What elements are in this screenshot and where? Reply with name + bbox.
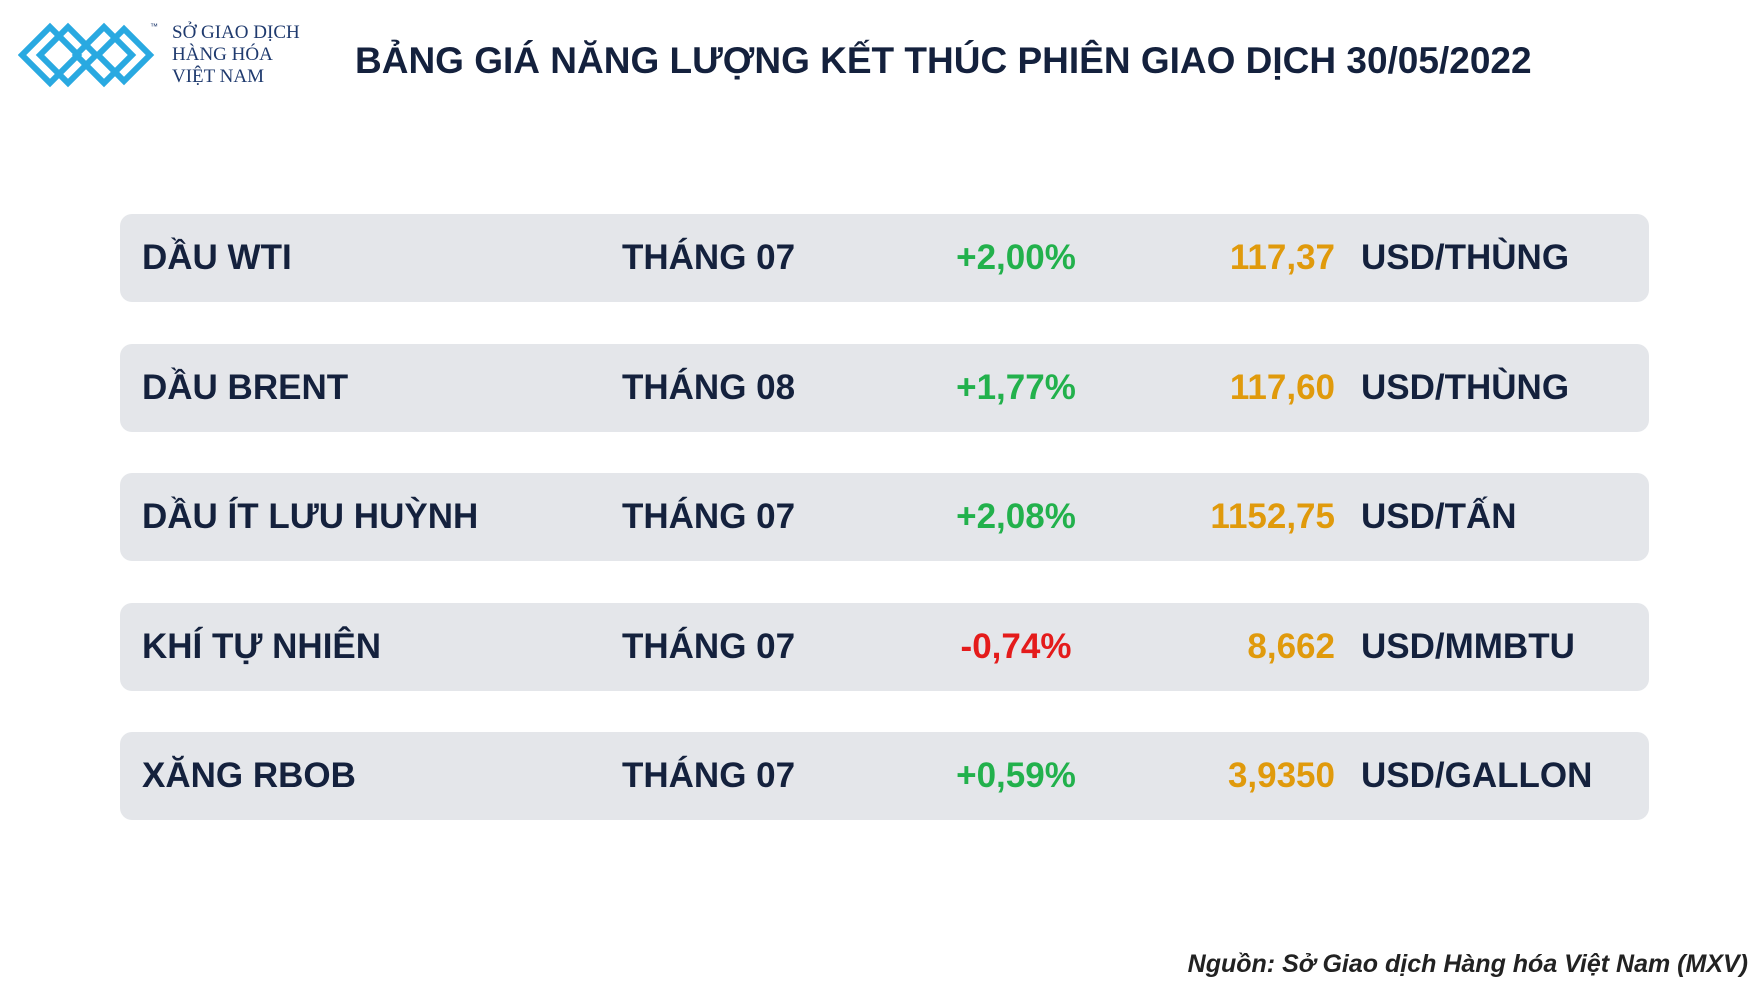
source: Nguồn: Sở Giao dịch Hàng hóa Việt Nam (M… <box>1187 950 1748 978</box>
commodity: KHÍ TỰ NHIÊN <box>142 626 382 666</box>
commodity: DẦU ÍT LƯU HUỲNH <box>142 497 479 536</box>
table-row: DẦU WTI THÁNG 07 +2,00% 117,37 USD/THÙNG <box>120 214 1649 302</box>
commodity: XĂNG RBOB <box>142 756 356 795</box>
contract-month: THÁNG 07 <box>622 238 796 277</box>
table-row: KHÍ TỰ NHIÊN THÁNG 07 -0,74% 8,662 USD/MMBTU <box>120 602 1649 691</box>
table-row: XĂNG RBOB THÁNG 07 +0,59% 3,9350 USD/GALLON <box>120 732 1649 820</box>
table-row: DẦU ÍT LƯU HUỲNH THÁNG 07 +2,08% 1152,75 USD… <box>120 473 1649 561</box>
change: +1,77% <box>956 367 1076 407</box>
contract-month: THÁNG 07 <box>622 756 796 795</box>
price: 8,662 <box>1247 626 1335 666</box>
unit: USD/THÙNG <box>1361 367 1570 407</box>
change: -0,74% <box>960 626 1072 666</box>
logo-text: SỞ GIAO DỊCH <box>172 22 300 43</box>
price: 117,60 <box>1229 367 1335 407</box>
unit: USD/MMBTU <box>1361 626 1575 666</box>
logo <box>18 22 155 88</box>
unit: USD/GALLON <box>1361 756 1593 795</box>
price: 1152,75 <box>1210 497 1335 536</box>
title: BẢNG GIÁ NĂNG LƯỢNG KẾT THÚC PHIÊN GIAO … <box>355 40 1532 81</box>
logo-mark: ™ <box>150 22 158 31</box>
commodity: DẦU BRENT <box>142 367 349 407</box>
price: 117,37 <box>1229 238 1335 277</box>
commodity: DẦU WTI <box>142 238 292 277</box>
contract-month: THÁNG 07 <box>622 626 796 666</box>
contract-month: THÁNG 07 <box>622 497 796 536</box>
table-row: DẦU BRENT THÁNG 08 +1,77% 117,60 USD/THÙNG <box>120 343 1649 432</box>
change: +0,59% <box>956 756 1076 795</box>
logo-text: VIỆT NAM <box>172 66 265 87</box>
unit: USD/THÙNG <box>1361 238 1570 277</box>
contract-month: THÁNG 08 <box>622 367 796 407</box>
change: +2,08% <box>956 497 1076 536</box>
change: +2,00% <box>956 238 1076 277</box>
logo-text: HÀNG HÓA <box>172 44 273 65</box>
unit: USD/TẤN <box>1361 497 1517 536</box>
price: 3,9350 <box>1227 756 1335 795</box>
